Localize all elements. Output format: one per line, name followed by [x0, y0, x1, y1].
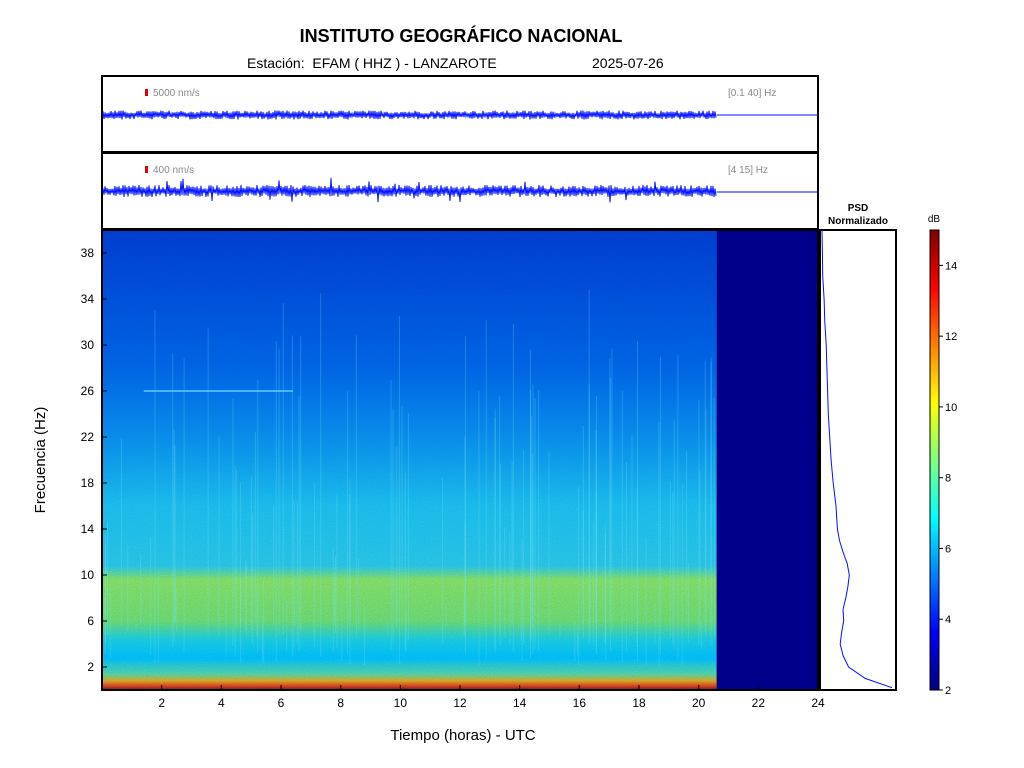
psd-title-line-1: PSD — [848, 203, 869, 214]
scale-marker-1 — [145, 89, 148, 96]
spectrogram-striations — [104, 289, 715, 667]
station-name: EFAM ( HHZ ) - LANZAROTE — [312, 55, 497, 71]
x-tick-label: 18 — [632, 696, 646, 710]
colorbar-ticks: 2 4 6 8 10 12 14 — [939, 260, 957, 697]
x-axis-label: Tiempo (horas) - UTC — [390, 727, 535, 744]
x-tick-label: 8 — [337, 696, 344, 710]
x-tick-label: 22 — [752, 696, 766, 710]
x-tick-label: 10 — [394, 696, 408, 710]
band-label-2: [4 15] Hz — [728, 165, 768, 176]
x-tick-label: 20 — [692, 696, 706, 710]
colorbar-tick-label: 14 — [945, 260, 957, 272]
x-tick-label: 4 — [218, 696, 225, 710]
psd-panel: PSD Normalizado — [819, 203, 897, 691]
colorbar-unit: dB — [928, 214, 941, 225]
x-tick-label: 14 — [513, 696, 527, 710]
seismogram-panel-1: 5000 nm/s [0.1 40] Hz — [101, 75, 819, 153]
x-tick-label: 12 — [453, 696, 467, 710]
colorbar-tick-label: 8 — [945, 473, 951, 485]
psd-frame — [819, 229, 897, 691]
date-label: 2025-07-26 — [592, 55, 664, 71]
x-tick-label: 6 — [278, 696, 285, 710]
scale-label-1: 5000 nm/s — [153, 88, 200, 99]
y-tick-label: 22 — [81, 430, 95, 444]
station-info: Estación: EFAM ( HHZ ) - LANZAROTE — [247, 55, 497, 71]
colorbar-tick-label: 12 — [945, 331, 957, 343]
y-tick-label: 26 — [81, 384, 95, 398]
y-tick-label: 30 — [81, 338, 95, 352]
y-tick-label: 2 — [87, 660, 94, 674]
y-tick-label: 14 — [81, 522, 95, 536]
station-label: Estación: — [247, 55, 305, 71]
scale-marker-2 — [145, 166, 148, 173]
spectrogram-no-data — [716, 230, 818, 690]
spectrogram-panel: 2 4 6 8 10 12 14 16 18 20 22 24 261014182226303438 … — [32, 229, 825, 744]
x-tick-label: 2 — [158, 696, 165, 710]
x-tick-label: 16 — [573, 696, 587, 710]
colorbar-tick-label: 6 — [945, 543, 951, 555]
y-tick-label: 6 — [87, 614, 94, 628]
colorbar-tick-label: 10 — [945, 402, 957, 414]
colorbar-gradient — [929, 229, 940, 691]
psd-title-line-2: Normalizado — [828, 216, 888, 227]
band-label-1: [0.1 40] Hz — [728, 88, 776, 99]
psd-curve — [821, 229, 893, 689]
page-title: INSTITUTO GEOGRÁFICO NACIONAL — [299, 26, 623, 46]
x-axis-ticks: 2 4 6 8 10 12 14 16 18 20 22 24 — [158, 685, 825, 710]
colorbar: dB 2 4 6 8 10 12 14 — [928, 214, 957, 697]
seismogram-trace-2 — [102, 177, 717, 203]
x-tick-label: 24 — [811, 696, 825, 710]
colorbar-tick-label: 2 — [945, 685, 951, 697]
y-tick-label: 18 — [81, 476, 95, 490]
y-axis-label: Frecuencia (Hz) — [32, 407, 49, 514]
y-tick-label: 34 — [81, 292, 95, 306]
scale-label-2: 400 nm/s — [153, 165, 194, 176]
seismogram-trace-1 — [102, 110, 717, 120]
seismogram-panel-2: 400 nm/s [4 15] Hz — [101, 152, 819, 230]
spectrogram-noise — [102, 230, 717, 690]
colorbar-tick-label: 4 — [945, 614, 951, 626]
y-tick-label: 10 — [81, 568, 95, 582]
y-tick-label: 38 — [81, 246, 95, 260]
